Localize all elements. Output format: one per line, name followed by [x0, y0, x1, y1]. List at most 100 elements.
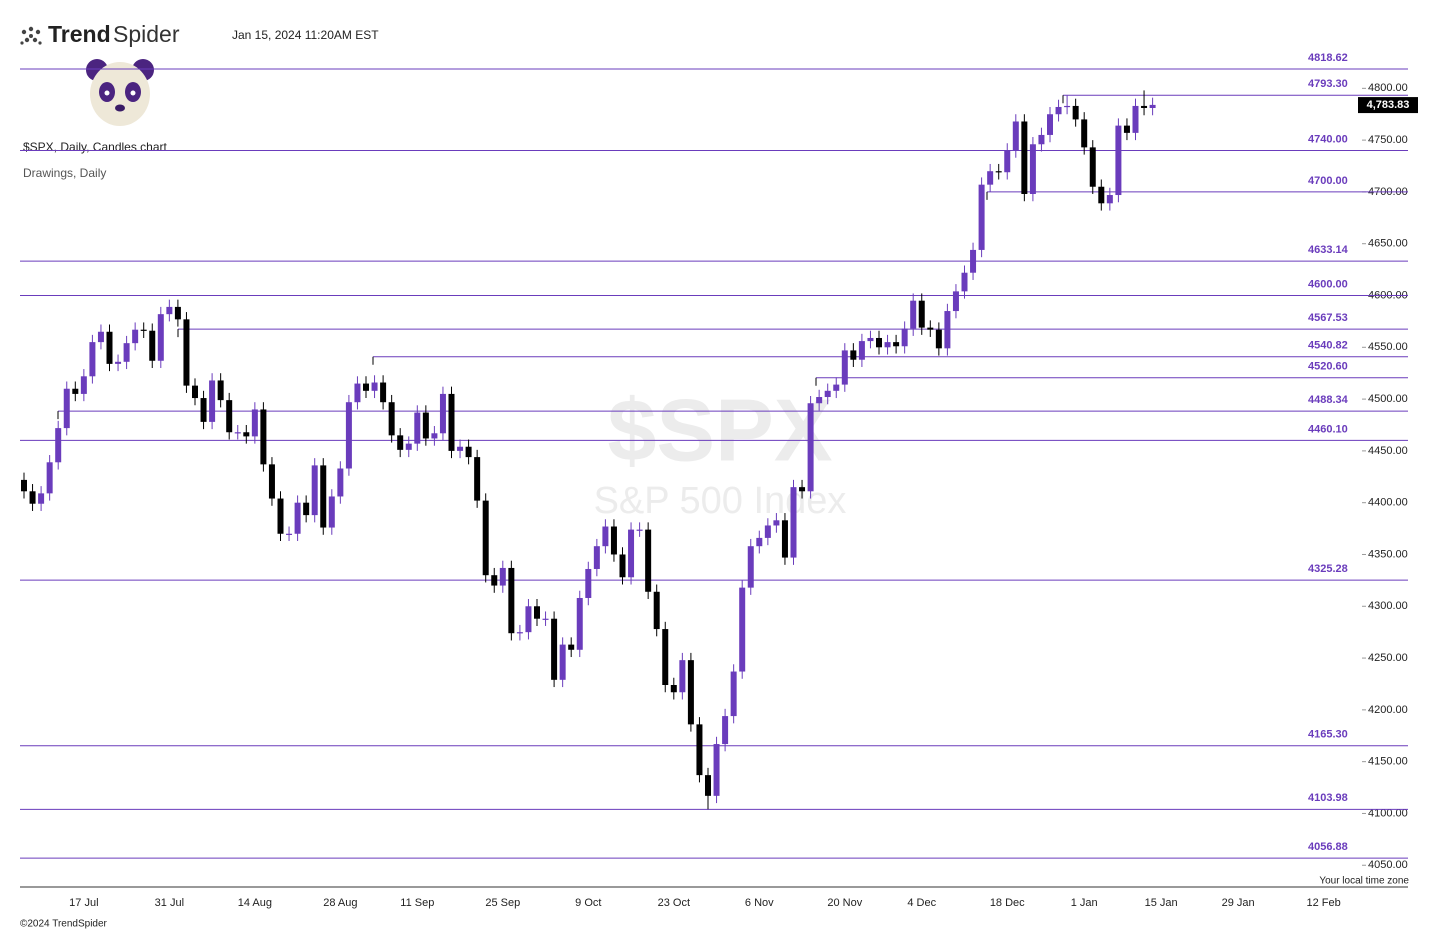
timezone-note: Your local time zone: [1319, 876, 1409, 887]
candle-body: [893, 342, 900, 347]
candle-body: [841, 350, 848, 385]
candle-body: [918, 300, 925, 328]
candle-body: [764, 525, 771, 538]
y-tick-label: 4250.00: [1368, 652, 1408, 664]
level-label: 4793.30: [1308, 78, 1348, 90]
candle-body: [636, 529, 643, 531]
candle-body: [653, 591, 660, 630]
candle-body: [1089, 147, 1096, 187]
candle-body: [593, 546, 600, 569]
candle-body: [876, 337, 882, 348]
candle-body: [799, 487, 806, 492]
candle-body: [337, 468, 344, 497]
x-tick-label: 18 Dec: [990, 897, 1025, 909]
logo-light: Spider: [113, 21, 180, 47]
level-label: 4520.60: [1308, 361, 1348, 373]
candle-body: [927, 327, 934, 330]
candle-body: [226, 400, 233, 433]
candle-body: [243, 432, 250, 437]
candle-body: [380, 382, 387, 403]
candle-body: [995, 171, 1002, 173]
y-tick-label: 4450.00: [1368, 445, 1408, 457]
y-tick-label: 4500.00: [1368, 393, 1408, 405]
level-label: 4325.28: [1308, 563, 1348, 575]
candle-body: [790, 487, 797, 558]
plot: 4050.00 4100.00 4150.00 4200.00 4250.00 4300.…: [20, 52, 1418, 909]
y-tick-label: 4150.00: [1368, 756, 1408, 768]
candle-body: [935, 329, 942, 349]
candle-body: [1021, 121, 1028, 194]
candle-body: [1098, 186, 1105, 204]
candle-body: [371, 382, 378, 391]
candle-body: [1149, 104, 1156, 109]
candle-body: [115, 361, 122, 364]
candle-body: [192, 385, 198, 399]
candle-body: [722, 716, 729, 745]
level-label: 4740.00: [1308, 133, 1348, 145]
candle-body: [405, 443, 412, 450]
candle-body: [251, 409, 258, 437]
x-tick-label: 1 Jan: [1071, 897, 1098, 909]
candle-body: [234, 432, 241, 434]
y-tick-label: 4350.00: [1368, 548, 1408, 560]
candle-body: [21, 479, 27, 492]
candle-body: [260, 409, 267, 465]
candle-body: [867, 337, 874, 342]
x-tick-label: 28 Aug: [323, 897, 357, 909]
candle-body: [610, 526, 617, 555]
timestamp: Jan 15, 2024 11:20AM EST: [232, 28, 379, 42]
candle-body: [884, 342, 891, 348]
x-tick-label: 12 Feb: [1306, 897, 1340, 909]
candle-body: [687, 660, 694, 725]
candle-body: [961, 272, 968, 292]
candle-body: [63, 388, 70, 429]
candle-body: [1038, 134, 1045, 145]
candle-body: [200, 398, 207, 422]
y-tick-label: 4750.00: [1368, 134, 1408, 146]
candle-body: [311, 465, 318, 516]
candle-body: [619, 554, 626, 578]
candle-body: [183, 319, 190, 386]
candle-body: [516, 632, 523, 634]
candle-body: [166, 306, 173, 315]
candle-body: [1064, 105, 1071, 108]
candle-body: [508, 567, 515, 634]
candle-body: [457, 446, 464, 451]
candle-body: [209, 380, 216, 422]
candle-body: [1141, 105, 1148, 109]
level-label: 4103.98: [1308, 792, 1348, 804]
y-tick-label: 4050.00: [1368, 859, 1408, 871]
candle-body: [910, 300, 917, 329]
candle-body: [833, 384, 840, 391]
last-price-box: [1358, 97, 1418, 114]
candle-body: [431, 433, 438, 439]
candle-body: [422, 412, 429, 439]
x-tick-label: 4 Dec: [907, 897, 936, 909]
watermark-name: S&P 500 Index: [594, 480, 847, 522]
candle-body: [901, 328, 908, 347]
candle-body: [1012, 121, 1019, 151]
x-tick-label: 25 Sep: [485, 897, 520, 909]
candle-body: [713, 744, 720, 796]
x-tick-label: 15 Jan: [1145, 897, 1178, 909]
candle-body: [397, 435, 404, 450]
candle-body: [1004, 150, 1011, 173]
candle-body: [602, 526, 609, 547]
candle-body: [217, 380, 224, 401]
candle-body: [1072, 105, 1079, 120]
candle-body: [132, 329, 139, 344]
candle-body: [705, 775, 711, 796]
level-label: 4460.10: [1308, 423, 1348, 435]
candle-body: [747, 546, 754, 588]
candle-body: [89, 342, 96, 377]
candle-body: [1081, 119, 1088, 148]
candle-body: [80, 376, 87, 394]
candle-body: [628, 529, 635, 578]
candle-body: [174, 306, 181, 320]
y-tick-label: 4300.00: [1368, 600, 1408, 612]
level-label: 4633.14: [1308, 244, 1349, 256]
candle-body: [38, 493, 45, 504]
candle-body: [474, 457, 481, 501]
candle-body: [286, 533, 293, 535]
